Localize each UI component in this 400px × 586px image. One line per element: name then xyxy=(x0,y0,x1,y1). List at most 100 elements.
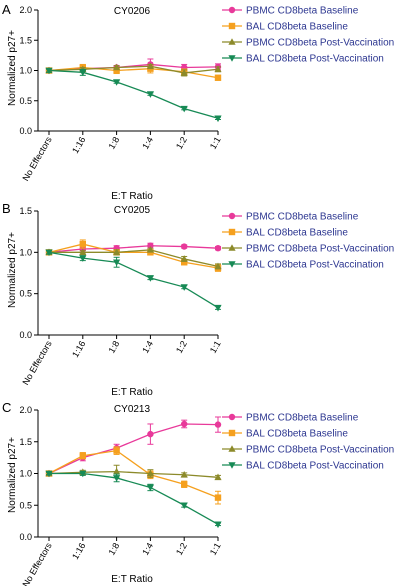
legend-label: PBMC CD8beta Baseline xyxy=(246,413,359,424)
plot-area-b: 0.0 0.5 1.0 1.5 No Effectors 1:16 1:8 1:4 1:2 1:1 xyxy=(19,206,222,387)
data-point xyxy=(113,475,121,482)
y-tick-label: 2.0 xyxy=(19,5,32,15)
data-point xyxy=(146,91,154,98)
legend-label: BAL CD8beta Baseline xyxy=(246,429,348,440)
data-point xyxy=(45,67,53,75)
legend-item: PBMC CD8beta Baseline xyxy=(222,6,359,17)
x-tick-label: 1:4 xyxy=(140,135,155,151)
legend-marker xyxy=(228,429,236,437)
data-point xyxy=(45,470,53,478)
legend-marker xyxy=(228,55,236,62)
plot-area-a: 0.0 0.5 1.0 1.5 2.0 No Effectors 1:16 1:8 1:4 1:2… xyxy=(19,5,222,183)
data-point xyxy=(147,242,154,249)
data-point xyxy=(113,248,121,256)
data-point xyxy=(214,473,222,481)
x-tick-label: 1:1 xyxy=(208,135,223,151)
data-point xyxy=(214,65,222,73)
y-tick-label: 1.0 xyxy=(19,247,32,257)
data-point xyxy=(181,259,188,266)
x-tick-label: 1:8 xyxy=(106,339,121,355)
legend-item: PBMC CD8beta Post-Vaccination xyxy=(222,244,394,255)
legend-label: PBMC CD8beta Post-Vaccination xyxy=(246,445,394,456)
data-point xyxy=(146,469,154,477)
plot-area-c: 0.0 0.5 1.0 1.5 2.0 No Effectors 1:16 1:8 1:4 1:2… xyxy=(19,405,222,586)
x-axis-label-a: E:T Ratio xyxy=(111,191,153,202)
series-line xyxy=(48,65,219,74)
legend-item: BAL CD8beta Post-Vaccination xyxy=(222,54,384,65)
chart-title-a: CY0206 xyxy=(114,6,151,17)
data-point xyxy=(180,69,188,76)
x-tick-label: 1:1 xyxy=(208,339,223,355)
y-axis-label-a: Normalized p27+ xyxy=(7,30,18,106)
series-line xyxy=(49,472,219,525)
data-point xyxy=(113,467,121,475)
data-point xyxy=(79,248,87,256)
data-point xyxy=(79,452,86,459)
data-point xyxy=(214,421,222,428)
panel-c: C CY0213 Normalized p27+ E:T Ratio 0.00.… xyxy=(2,400,394,586)
x-tick-label: No Effectors xyxy=(20,541,54,586)
legend-label: PBMC CD8beta Baseline xyxy=(246,212,359,223)
x-tick-label: 1:8 xyxy=(106,541,121,557)
legend-label: BAL CD8beta Post-Vaccination xyxy=(246,54,384,65)
legend-marker xyxy=(228,38,236,45)
legend-label: PBMC CD8beta Baseline xyxy=(246,6,359,17)
legend-item: PBMC CD8beta Post-Vaccination xyxy=(222,38,394,49)
x-tick-label: 1:4 xyxy=(140,541,155,557)
legend-marker xyxy=(228,445,236,452)
series-3 xyxy=(45,464,222,481)
series-line xyxy=(48,245,219,253)
legend-label: BAL CD8beta Post-Vaccination xyxy=(246,260,384,271)
data-point xyxy=(214,494,222,501)
legend-item: PBMC CD8beta Baseline xyxy=(222,212,359,223)
x-tick-label: 1:8 xyxy=(106,135,121,151)
x-tick-label: No Effectors xyxy=(20,135,54,183)
panel-letter-b: B xyxy=(2,201,11,216)
series-line xyxy=(48,69,219,119)
y-tick-label: 0.5 xyxy=(19,500,32,510)
series-line xyxy=(48,423,219,475)
data-point xyxy=(214,74,222,81)
legend-item: BAL CD8beta Post-Vaccination xyxy=(222,260,384,271)
series-4 xyxy=(45,67,222,123)
legend-item: PBMC CD8beta Post-Vaccination xyxy=(222,445,394,456)
data-point xyxy=(214,521,222,529)
x-tick-label: 1:16 xyxy=(70,541,87,561)
data-point xyxy=(79,69,87,77)
legend-label: BAL CD8beta Baseline xyxy=(246,228,348,239)
legend-label: BAL CD8beta Baseline xyxy=(246,22,348,33)
data-point xyxy=(113,63,121,71)
data-point xyxy=(180,105,188,113)
series-4 xyxy=(45,249,222,312)
data-point xyxy=(181,420,188,428)
legend-marker xyxy=(228,413,236,421)
legend-marker xyxy=(228,212,236,220)
series-line xyxy=(48,470,219,478)
data-point xyxy=(146,484,154,492)
x-tick-label: No Effectors xyxy=(20,339,54,387)
legend-item: BAL CD8beta Baseline xyxy=(222,228,348,239)
legend-marker xyxy=(228,228,236,236)
series-1 xyxy=(45,416,222,477)
legend-marker xyxy=(228,22,236,30)
y-tick-label: 1.5 xyxy=(19,437,32,447)
y-tick-label: 1.0 xyxy=(19,66,32,76)
data-point xyxy=(146,62,154,70)
data-point xyxy=(147,430,154,438)
series-line xyxy=(49,249,219,268)
data-point xyxy=(180,284,188,291)
legend-item: BAL CD8beta Baseline xyxy=(222,429,348,440)
y-axis-label-c: Normalized p27+ xyxy=(7,437,18,513)
x-tick-label: 1:2 xyxy=(174,541,189,557)
legend-item: BAL CD8beta Post-Vaccination xyxy=(222,461,384,472)
series-line xyxy=(48,251,219,309)
data-point xyxy=(45,249,53,257)
y-tick-label: 1.0 xyxy=(19,469,32,479)
legend-label: PBMC CD8beta Post-Vaccination xyxy=(246,38,394,49)
y-tick-label: 0.5 xyxy=(19,289,32,299)
data-point xyxy=(79,240,86,248)
y-tick-label: 0.5 xyxy=(19,96,32,106)
y-tick-label: 2.0 xyxy=(19,405,32,415)
y-tick-label: 0.0 xyxy=(19,532,32,542)
data-point xyxy=(214,262,222,270)
